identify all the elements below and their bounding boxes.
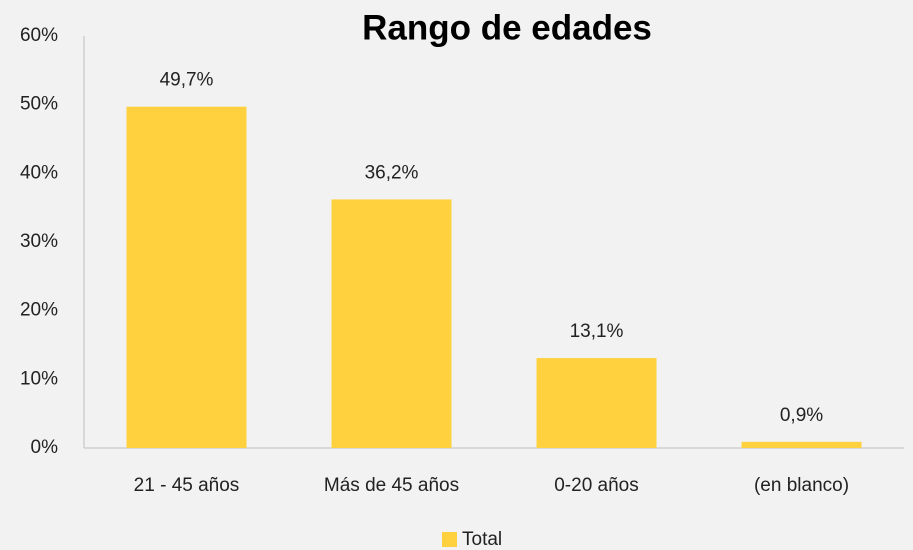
x-tick-label: 21 - 45 años [134,475,240,496]
y-tick-label: 10% [20,368,58,389]
y-tick-label: 30% [20,231,58,252]
y-tick-label: 60% [20,25,58,46]
x-tick-label: Más de 45 años [324,475,459,496]
legend-label: Total [462,529,502,550]
y-tick-label: 0% [31,437,59,458]
data-label: 0,9% [780,405,823,426]
data-label: 49,7% [160,70,214,91]
bar [741,441,862,448]
y-tick-label: 20% [20,300,58,321]
chart-title: Rango de edades [362,8,652,47]
y-tick-label: 40% [20,162,58,183]
legend-swatch [442,532,457,547]
data-label: 13,1% [570,321,624,342]
x-tick-label: 0-20 años [554,475,639,496]
bar [126,106,247,448]
bar [331,199,452,448]
x-tick-label: (en blanco) [754,475,849,496]
y-tick-label: 50% [20,94,58,115]
bar [536,358,657,448]
data-label: 36,2% [365,162,419,183]
